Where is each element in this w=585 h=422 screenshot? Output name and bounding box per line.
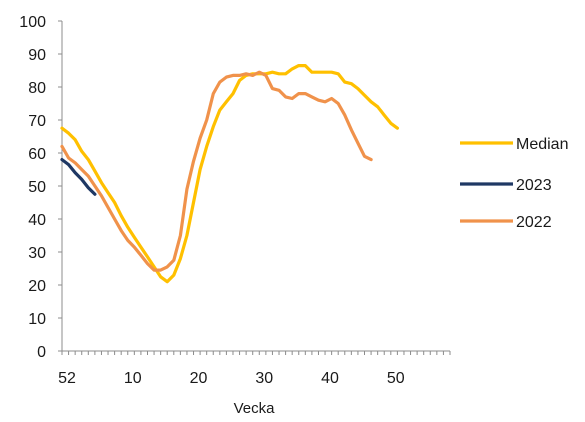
legend-label-median: Median: [516, 136, 568, 153]
x-tick-label: 30: [255, 370, 273, 387]
y-tick-label: 40: [28, 212, 46, 229]
x-axis-label: Vecka: [234, 400, 276, 417]
y-axis: 0 10 20 30 40 50 60 70 80 90 100: [19, 14, 63, 361]
series-layer: [60, 63, 399, 284]
y-tick-label: 0: [37, 344, 46, 361]
y-tick-label: 10: [28, 311, 46, 328]
series-line-2023: [60, 158, 97, 196]
x-tick-label: 52: [58, 370, 76, 387]
legend-label-2023: 2023: [516, 177, 552, 194]
series-line-median: [60, 63, 399, 284]
y-tick-label: 60: [28, 146, 46, 163]
series-line-2022: [60, 70, 373, 272]
y-tick-label: 70: [28, 113, 46, 130]
y-tick-label: 80: [28, 80, 46, 97]
legend-label-2022: 2022: [516, 214, 552, 231]
y-tick-label: 30: [28, 245, 46, 262]
y-tick-label: 20: [28, 278, 46, 295]
x-axis: 52 10 20 30 40 50: [58, 350, 451, 387]
x-tick-label: 10: [124, 370, 142, 387]
legend: Median 2023 2022: [460, 136, 568, 231]
y-tick-label: 90: [28, 47, 46, 64]
x-tick-label: 50: [387, 370, 405, 387]
y-tick-label: 50: [28, 179, 46, 196]
x-tick-label: 40: [321, 370, 339, 387]
x-tick-label: 20: [190, 370, 208, 387]
y-tick-label: 100: [19, 14, 46, 31]
